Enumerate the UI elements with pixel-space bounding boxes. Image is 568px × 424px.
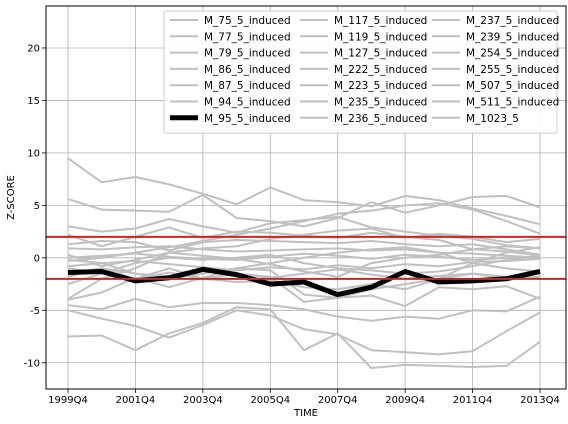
x-tick-label: 2001Q4 (116, 395, 156, 406)
legend-label: M_87_5_induced (204, 80, 291, 92)
x-tick-label: 1999Q4 (48, 395, 88, 406)
y-tick-label: -5 (30, 306, 40, 317)
series-line-m-511-5-induced (67, 252, 541, 261)
y-tick-label: 5 (34, 201, 40, 212)
x-tick-label: 2007Q4 (318, 395, 358, 406)
legend: M_75_5_induced M_77_5_induced M_79_5_induc… (163, 10, 559, 134)
legend-label: M_237_5_induced (466, 15, 559, 27)
series-line-m-223-5-induced (67, 295, 541, 322)
series-line-m-87-5-induced (67, 239, 541, 256)
legend-label: M_239_5_induced (466, 31, 559, 43)
series-line-m-95-5-induced (67, 266, 541, 298)
series-line-m-77-5-induced (67, 193, 541, 228)
series-line-m-75-5-induced (67, 157, 541, 226)
legend-label: M_127_5_induced (334, 48, 427, 60)
y-tick-label: 20 (27, 43, 40, 54)
series-line-m-254-5-induced (67, 227, 541, 268)
legend-label: M_507_5_induced (466, 80, 559, 92)
x-axis-label: TIME (293, 408, 318, 419)
series-line-m-94-5-induced (67, 245, 541, 259)
series-line-m-222-5-induced (67, 245, 541, 300)
legend-box (163, 10, 558, 134)
legend-label: M_255_5_induced (466, 64, 559, 76)
y-tick-label: 15 (27, 96, 40, 107)
x-tick-label: 2009Q4 (385, 395, 425, 406)
legend-label: M_254_5_induced (466, 48, 559, 60)
plot-frame (45, 5, 567, 390)
legend-label: M_75_5_induced (204, 15, 291, 27)
legend-label: M_236_5_induced (334, 113, 427, 125)
series-line-m-255-5-induced (67, 267, 541, 280)
series-line-m-239-5-induced (67, 267, 541, 303)
series-line-m-235-5-induced (67, 309, 541, 356)
series-layer (67, 157, 541, 369)
legend-label: M_235_5_induced (334, 97, 427, 109)
legend-label: M_511_5_induced (466, 97, 559, 109)
x-tick-label: 2005Q4 (250, 395, 290, 406)
legend-label: M_79_5_induced (204, 48, 291, 60)
axes: 1999Q4 2001Q4 2003Q4 2005Q4 2007Q4 2009Q4 2011… (24, 43, 560, 406)
y-axis-label: Z-SCORE (6, 175, 17, 220)
y-tick-label: 10 (27, 148, 40, 159)
legend-label: M_94_5_induced (204, 97, 291, 109)
legend-label: M_119_5_induced (334, 31, 427, 43)
legend-label: M_86_5_induced (204, 64, 291, 76)
series-line-m-1023-5 (67, 202, 541, 262)
legend-label: M_1023_5 (466, 113, 519, 125)
y-tick-label: 0 (34, 253, 40, 264)
legend-label: M_223_5_induced (334, 80, 427, 92)
legend-label: M_77_5_induced (204, 31, 291, 43)
y-tick-label: -10 (24, 358, 40, 369)
legend-label: M_222_5_induced (334, 64, 427, 76)
series-line-m-236-5-induced (67, 306, 541, 369)
x-tick-label: 2003Q4 (183, 395, 223, 406)
series-line-m-507-5-induced (67, 257, 541, 272)
legend-label: M_117_5_induced (334, 15, 427, 27)
x-tick-label: 2011Q4 (453, 395, 493, 406)
x-tick-label: 2013Q4 (520, 395, 560, 406)
threshold-layer (46, 235, 566, 280)
legend-label: M_95_5_induced (204, 113, 291, 125)
